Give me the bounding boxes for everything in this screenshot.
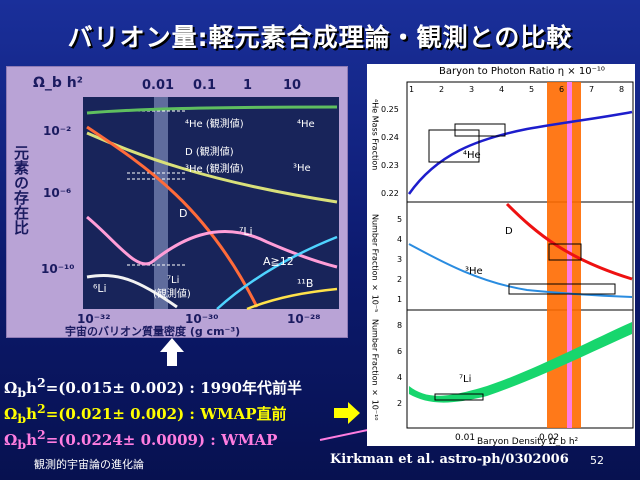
top-tick-0: 0.01: [142, 78, 174, 93]
right-p2-ytick-1: 4: [397, 373, 402, 382]
right-p1-ytick-4: 5: [397, 215, 402, 224]
result-1990s: Ωbh2=(0.015± 0.002) : 1990年代前半: [4, 375, 302, 400]
li7-curve: [86, 215, 338, 269]
b11-curve: [246, 287, 338, 311]
y-tick-0: 10⁻²: [43, 124, 71, 138]
right-p0-ylabel: ⁴He Mass Fraction: [371, 99, 380, 170]
right-arrow-icon: [334, 402, 360, 424]
footer-series-title: 観測的宇宙論の進化論: [34, 458, 144, 471]
a12-curve: [216, 235, 338, 310]
right-p1-ytick-0: 1: [397, 295, 402, 304]
he4-curve: [86, 105, 338, 115]
x-axis-label: 宇宙のバリオン質量密度 (g cm⁻³): [65, 324, 240, 337]
right-label-he3: ³He: [465, 266, 483, 277]
label-li6: ⁶Li: [93, 282, 107, 295]
right-top-tick-4: 5: [529, 85, 534, 94]
x-tick-1: 10⁻³⁰: [185, 312, 219, 326]
x-tick-0: 10⁻³²: [77, 312, 111, 326]
right-p0-ytick-1: 0.23: [381, 161, 399, 170]
result-pre-wmap: Ωbh2=(0.021± 0.002) : WMAP直前: [4, 401, 287, 426]
left-abundance-plot: Ω_b h² 0.01 0.1 1 10 元素の存在比 10⁻² 10⁻⁶ 10…: [12, 75, 339, 338]
label-li7: ⁷Li: [239, 225, 253, 238]
right-p0-ytick-3: 0.25: [381, 105, 399, 114]
right-top-tick-1: 2: [439, 85, 444, 94]
right-p2-ylabel: Number Fraction × 10⁻¹⁰: [371, 319, 380, 421]
pink-band: [567, 82, 572, 428]
x-tick-2: 10⁻²⁸: [287, 312, 321, 326]
top-tick-2: 1: [243, 78, 252, 93]
right-xtick-0: 0.01: [455, 433, 475, 443]
li6-curve: [86, 274, 178, 309]
right-p0-ytick-0: 0.22: [381, 189, 399, 198]
label-b11: ¹¹B: [297, 277, 313, 290]
right-top-tick-7: 8: [619, 85, 624, 94]
right-p2-ytick-3: 8: [397, 321, 402, 330]
right-p2-ytick-0: 2: [397, 399, 402, 408]
label-he3-obs: ³He (観測値): [185, 162, 244, 175]
right-figure-panel: ⁴He D ³He ⁷Li Baryon to Photon Ratio η ×…: [367, 64, 635, 447]
result-wmap: Ωbh2=(0.0224± 0.0009) : WMAP: [4, 427, 278, 452]
right-p0-ytick-2: 0.24: [381, 133, 399, 142]
right-p1-ytick-3: 4: [397, 235, 402, 244]
up-arrow-icon: [160, 338, 184, 366]
right-abundance-plot: ⁴He D ³He ⁷Li Baryon to Photon Ratio η ×…: [371, 66, 634, 447]
right-p1-ytick-1: 2: [397, 275, 402, 284]
y-axis-label: 元素の存在比: [12, 145, 30, 236]
top-tick-3: 10: [283, 78, 301, 93]
top-axis-label: Ω_b h²: [33, 75, 83, 91]
right-label-li7: ⁷Li: [459, 374, 471, 385]
right-top-tick-3: 4: [499, 85, 504, 94]
right-top-axis-label: Baryon to Photon Ratio η × 10⁻¹⁰: [439, 66, 605, 77]
d-curve: [86, 125, 259, 308]
y-tick-2: 10⁻¹⁰: [41, 262, 75, 276]
label-a12: A≧12: [263, 255, 294, 268]
right-xtick-1: 0.02: [539, 433, 559, 443]
label-d: D: [179, 207, 187, 220]
right-top-tick-2: 3: [469, 85, 474, 94]
top-tick-1: 0.1: [193, 78, 216, 93]
label-li7-obs-2: (観測値): [153, 287, 191, 300]
right-top-tick-5: 6: [559, 85, 564, 94]
citation: Kirkman et al. astro-ph/0302006: [330, 452, 569, 467]
slide-title: バリオン量:軽元素合成理論・観測との比較: [67, 23, 573, 52]
page-number: 52: [590, 454, 604, 467]
observed-band: [154, 97, 168, 309]
left-figure-panel: Ω_b h² 0.01 0.1 1 10 元素の存在比 10⁻² 10⁻⁶ 10…: [6, 66, 348, 338]
y-tick-1: 10⁻⁶: [43, 186, 71, 200]
right-top-tick-6: 7: [589, 85, 594, 94]
label-he3: ³He: [293, 163, 311, 174]
right-x-axis-label: Baryon Density Ω_b h²: [477, 437, 579, 446]
label-he4: ⁴He: [297, 119, 315, 130]
right-p2-ytick-2: 6: [397, 347, 402, 356]
right-label-he4: ⁴He: [463, 150, 481, 161]
right-p1-ytick-2: 3: [397, 255, 402, 264]
right-top-tick-0: 1: [409, 85, 414, 94]
label-he4-obs: ⁴He (観測値): [185, 117, 244, 130]
right-p1-ylabel: Number Fraction × 10⁻⁵: [371, 214, 380, 312]
label-d-obs: D (観測値): [185, 145, 234, 158]
label-li7-obs: ⁷Li: [167, 275, 179, 286]
right-label-d: D: [505, 226, 513, 237]
